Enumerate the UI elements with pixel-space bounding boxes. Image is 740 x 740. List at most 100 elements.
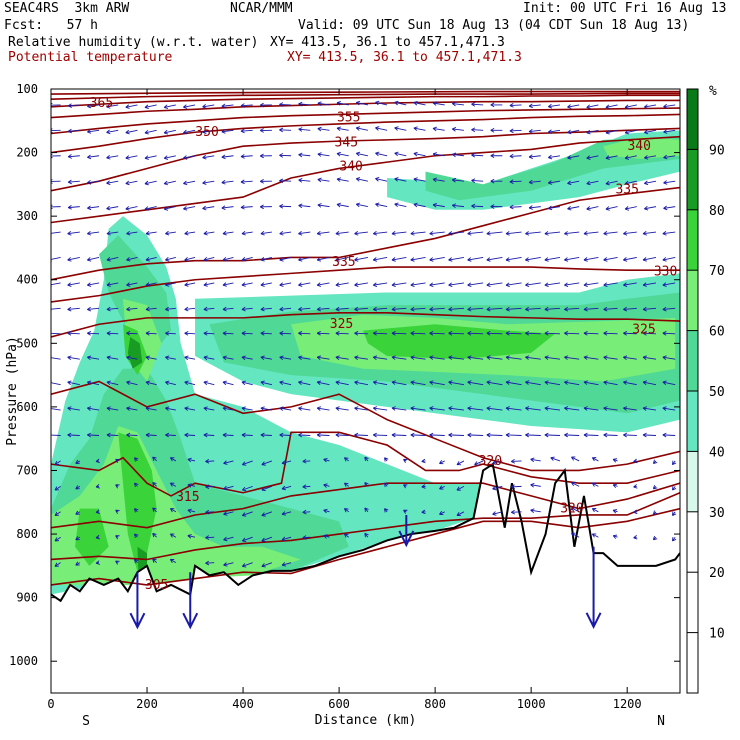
wind-vector [570,532,580,538]
wind-vector [125,180,138,186]
wind-vector [547,205,561,211]
wind-vector [165,230,176,236]
wind-vector [54,485,61,491]
wind-vector [567,129,580,135]
wind-vector [448,257,465,262]
colorbar-segment [687,89,698,150]
wind-vector [564,432,580,438]
wind-vector [623,306,637,312]
wind-vector [241,460,253,466]
wind-vector [439,459,445,465]
colorbar-segment [687,572,698,633]
wind-vector [203,306,215,312]
wind-vector [603,231,618,236]
wind-vector [165,406,176,411]
wind-vector [505,432,522,438]
wind-vector [205,560,215,566]
wind-vector [544,231,561,236]
wind-vector [652,459,658,464]
wind-vector [344,533,349,538]
wind-vector [223,536,234,542]
wind-vector [375,126,388,131]
wind-vector [486,380,503,386]
wind-vector [394,100,407,106]
wind-vector [302,484,311,489]
wind-vector [591,533,599,538]
theta-contour-330 [51,266,680,303]
wind-vector [115,458,120,464]
wind-vector [316,432,330,438]
wind-vector [106,432,119,438]
wind-vector [163,104,176,110]
wind-vector [456,460,465,466]
wind-vector [624,104,637,109]
wind-vector [355,177,368,182]
wind-vector [203,380,215,386]
wind-vector [644,104,657,109]
wind-vector [67,306,80,312]
wind-vector [448,231,464,236]
wind-vector [298,257,311,262]
y-tick-label: 500 [16,336,38,350]
wind-vector [544,432,560,438]
wind-vector [391,282,407,287]
wind-vector [505,257,522,262]
wind-vector [467,231,484,236]
wind-vector [372,282,388,287]
wind-vector [298,282,311,287]
wind-vector [544,355,561,360]
x-tick-label: 800 [424,697,446,711]
wind-vector [623,257,637,262]
wind-vector [145,406,157,411]
wind-vector [75,536,81,541]
wind-vector [509,204,522,210]
wind-vector [184,355,196,361]
y-tick-label: 800 [16,527,38,541]
wind-vector [642,432,657,438]
wind-vector [125,206,138,211]
wind-vector [486,406,503,411]
wind-vector [125,129,138,135]
wind-vector [486,306,503,312]
wind-vector [169,558,177,564]
wind-vector [490,153,503,159]
wind-vector [662,282,676,287]
wind-vector [87,129,100,134]
wind-vector [528,103,541,109]
wind-vector [323,508,330,514]
wind-vector [603,306,618,312]
wind-vector [624,180,637,186]
wind-vector [355,100,368,106]
wind-vector [54,562,61,567]
wind-vector [203,406,215,411]
wind-vector [241,355,253,361]
wind-vector [281,511,292,516]
wind-vector [241,485,253,492]
wind-vector [259,102,272,108]
wind-vector [570,481,580,487]
wind-vector [144,155,157,160]
wind-vector [152,482,157,487]
wind-vector [662,306,676,312]
wind-vector [51,306,61,312]
colorbar-label: 10 [709,627,725,642]
colorbar-segment [687,511,698,573]
wind-vector [316,331,330,336]
wind-vector [106,282,119,287]
wind-vector [394,202,407,208]
theta-label: 340 [627,139,650,154]
wind-vector [662,380,676,386]
wind-vector [505,231,522,236]
wind-vector [583,355,599,360]
wind-vector [203,230,215,236]
colorbar-segment [687,632,698,693]
colorbar-segment [687,209,698,271]
rh-region-70 [118,432,157,573]
theta-contour-340 [51,135,680,224]
wind-vector [603,432,618,438]
wind-vector [403,484,408,489]
wind-vector [67,432,80,438]
wind-vector [222,257,234,262]
wind-vector [623,406,637,411]
